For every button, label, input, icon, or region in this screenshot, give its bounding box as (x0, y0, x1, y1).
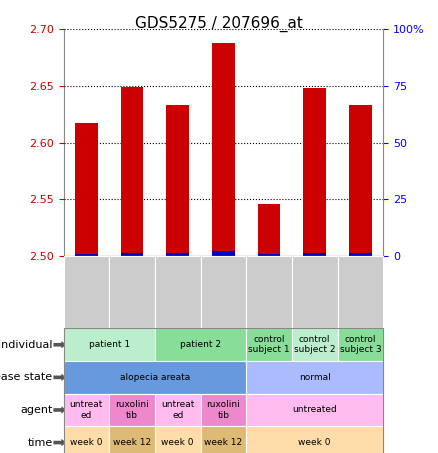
Text: time: time (27, 438, 53, 448)
Bar (75, 254, 98, 256)
Bar (120, 253, 143, 256)
Text: patient 2: patient 2 (180, 340, 221, 349)
Text: patient 1: patient 1 (88, 340, 130, 349)
Text: normal: normal (299, 373, 331, 382)
Text: ruxolini
tib: ruxolini tib (206, 400, 240, 419)
Text: untreat
ed: untreat ed (70, 400, 103, 419)
Text: untreated: untreated (292, 405, 337, 414)
Text: individual: individual (0, 340, 53, 350)
Text: week 12: week 12 (113, 438, 151, 447)
Text: alopecia areata: alopecia areata (120, 373, 190, 382)
Text: week 0: week 0 (162, 438, 194, 447)
Bar (258, 254, 280, 256)
Text: ruxolini
tib: ruxolini tib (115, 400, 149, 419)
Text: GDS5275 / 207696_at: GDS5275 / 207696_at (135, 16, 303, 32)
Bar (349, 106, 372, 256)
Text: control
subject 1: control subject 1 (248, 335, 290, 354)
Bar (120, 87, 143, 256)
Bar (303, 253, 326, 256)
Text: week 0: week 0 (70, 438, 102, 447)
Bar (75, 124, 98, 256)
Text: week 0: week 0 (298, 438, 331, 447)
Bar (166, 253, 189, 256)
Text: disease state: disease state (0, 372, 53, 382)
Text: week 12: week 12 (204, 438, 243, 447)
Bar (303, 88, 326, 256)
Bar (166, 106, 189, 256)
Text: untreat
ed: untreat ed (161, 400, 194, 419)
Bar (258, 204, 280, 256)
Text: agent: agent (20, 405, 53, 415)
Bar (349, 253, 372, 256)
Bar (212, 43, 235, 256)
Text: control
subject 2: control subject 2 (294, 335, 336, 354)
Text: control
subject 3: control subject 3 (339, 335, 381, 354)
Bar (212, 251, 235, 256)
